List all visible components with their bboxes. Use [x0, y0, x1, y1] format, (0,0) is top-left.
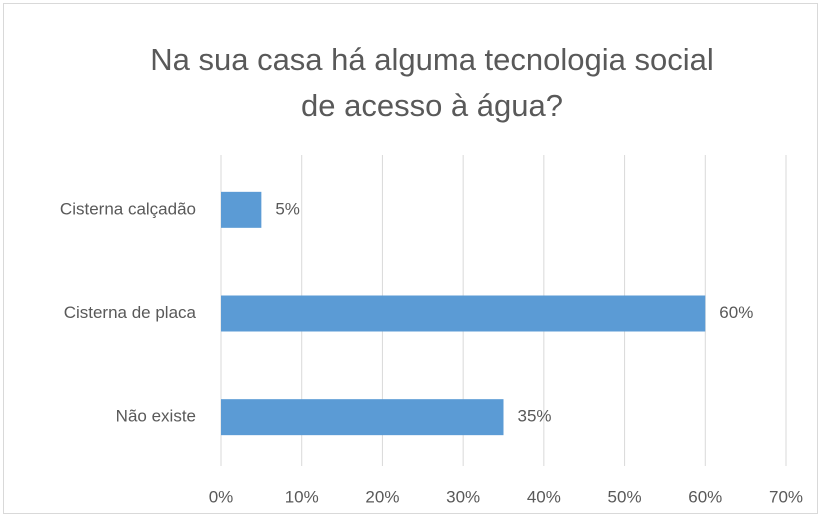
x-tick-label: 60% — [688, 487, 722, 506]
x-tick-label: 40% — [527, 487, 561, 506]
x-tick-label: 10% — [285, 487, 319, 506]
bar — [221, 399, 504, 436]
y-tick-label: Cisterna de placa — [64, 303, 197, 322]
chart-border — [3, 3, 818, 514]
chart-title: Na sua casa há alguma tecnologia social — [150, 42, 714, 77]
x-tick-label: 30% — [446, 487, 480, 506]
data-label: 5% — [275, 199, 300, 218]
x-tick-label: 0% — [209, 487, 234, 506]
x-tick-label: 70% — [769, 487, 803, 506]
data-label: 60% — [719, 303, 753, 322]
x-tick-label: 20% — [365, 487, 399, 506]
chart-title: de acesso à água? — [301, 88, 563, 123]
bar — [221, 295, 706, 332]
y-tick-label: Cisterna calçadão — [60, 199, 196, 218]
bar — [221, 191, 262, 228]
y-tick-label: Não existe — [116, 407, 196, 426]
x-tick-label: 50% — [608, 487, 642, 506]
data-label: 35% — [518, 407, 552, 426]
